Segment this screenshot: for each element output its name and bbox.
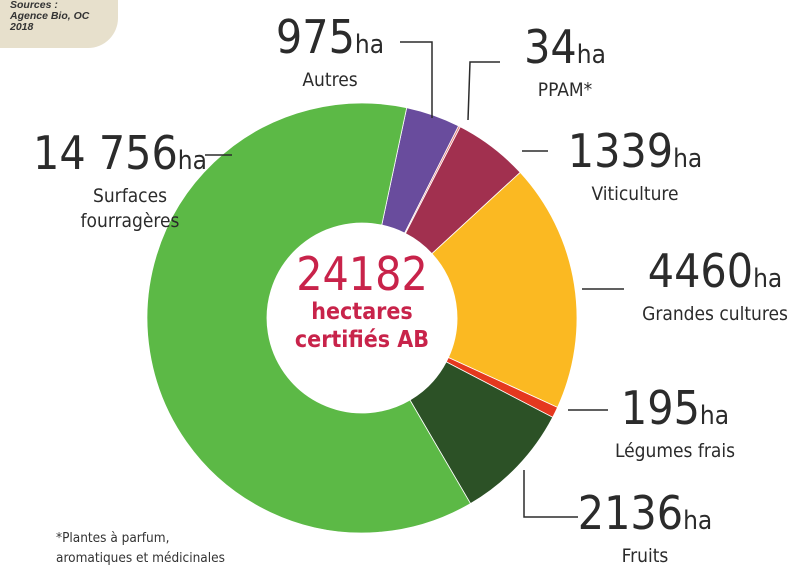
center-line: certifiés AB	[294, 327, 430, 353]
unit-label: ha	[177, 146, 207, 176]
category-label: Viticulture	[591, 183, 679, 205]
value-label: 2136	[577, 486, 684, 540]
center-label: 24182 hectares certifiés AB	[262, 250, 462, 354]
leader-line	[523, 470, 578, 518]
category-label: Surfaces fourragères	[80, 185, 180, 232]
category-label: Fruits	[621, 545, 669, 565]
unit-label: ha	[354, 30, 385, 60]
value-label: 14 756	[33, 126, 178, 180]
category-label: Autres	[302, 69, 358, 91]
value-label: 1339	[567, 124, 674, 178]
unit-label: ha	[753, 264, 783, 294]
value-label: 975	[275, 10, 355, 64]
value-label-row: 14 756ha	[0, 130, 240, 184]
unit-label: ha	[683, 506, 713, 536]
unit-label: ha	[673, 144, 703, 174]
value-label-row: 34ha	[480, 24, 650, 78]
value-label: 34	[524, 20, 577, 74]
category-label: PPAM*	[537, 79, 593, 101]
segment-label: 2136ha Fruits	[560, 490, 730, 565]
segment-label: 4460ha Grandes cultures	[620, 248, 809, 327]
leader-line	[400, 41, 433, 118]
segment-label: 14 756ha Surfaces fourragères	[0, 130, 240, 234]
footnote: *Plantes à parfum, aromatiques et médici…	[56, 530, 225, 565]
category-label: Légumes frais	[614, 440, 736, 462]
center-value: 24182	[296, 247, 428, 301]
value-label-row: 4460ha	[620, 248, 809, 302]
value-label-row: 2136ha	[560, 490, 730, 544]
value-label: 4460	[647, 244, 754, 298]
segment-label: 975ha Autres	[245, 14, 415, 93]
source-box: Sources : Agence Bio, OC 2018	[0, 0, 118, 48]
category-label: Grandes cultures	[642, 303, 788, 325]
donut-segment	[431, 171, 578, 408]
leader-line	[467, 61, 500, 121]
value-label: 195	[620, 381, 700, 435]
value-label-row: 195ha	[590, 385, 760, 439]
unit-label: ha	[699, 401, 730, 431]
segment-label: 34ha PPAM*	[480, 24, 650, 103]
center-line: hectares	[311, 299, 413, 325]
unit-label: ha	[576, 40, 606, 70]
value-label-row: 975ha	[245, 14, 415, 68]
segment-label: 1339ha Viticulture	[545, 128, 725, 207]
segment-label: 195ha Légumes frais	[590, 385, 760, 464]
value-label-row: 1339ha	[545, 128, 725, 182]
donut-segment	[146, 102, 472, 534]
source: Sources : Agence Bio, OC 2018	[10, 0, 90, 33]
